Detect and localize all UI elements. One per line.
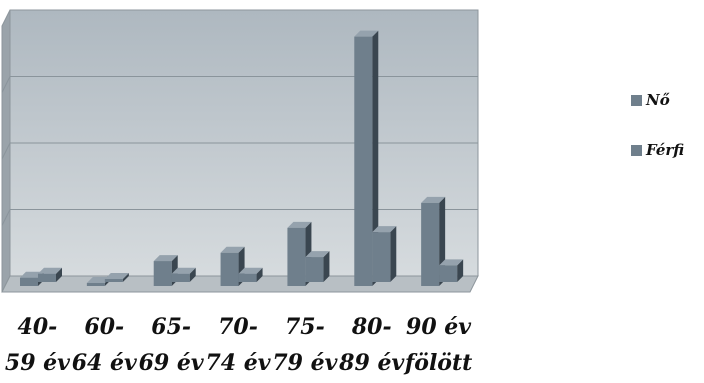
x-tick-line: 69 év (139, 350, 204, 376)
bar-Férfi-4 (305, 251, 330, 282)
legend-swatch (631, 95, 642, 106)
legend-swatch (631, 145, 642, 156)
bar-front (287, 227, 306, 286)
bar-top (238, 267, 263, 274)
bar-Férfi-6 (439, 259, 464, 282)
bar-front (372, 232, 391, 282)
bar-Férfi-1 (104, 273, 129, 282)
bar-top (153, 255, 178, 262)
bar-top (421, 196, 446, 203)
bar-front (86, 283, 105, 286)
x-tick-line: 65- (151, 314, 191, 340)
x-tick-line: 75- (285, 314, 325, 340)
gridline-side (1, 209, 11, 226)
x-tick-line: 79 év (272, 350, 337, 376)
bar-front (38, 273, 56, 282)
x-tick-line: fölött (403, 350, 473, 376)
bar-front (104, 279, 123, 282)
bar-Férfi-0 (38, 267, 62, 282)
bar-Nő-3 (220, 246, 245, 286)
bar-front (171, 273, 190, 282)
bar-front (20, 277, 38, 286)
x-tick-line: 60- (84, 314, 124, 340)
bar-side (256, 267, 263, 282)
bar-top (220, 246, 245, 253)
bar-top (104, 273, 129, 279)
bar-top (439, 259, 464, 266)
x-tick-line: 40- (18, 314, 58, 340)
bar-front (354, 36, 373, 286)
bar-front (153, 261, 172, 286)
x-tick-label: 80- 89 év (338, 314, 404, 376)
bar-Férfi-3 (238, 267, 263, 282)
bar-side (56, 267, 62, 282)
bar-side (457, 259, 464, 282)
x-tick-label: 65- 69 év (139, 314, 204, 376)
bar-top (287, 221, 312, 228)
bar-top (38, 267, 62, 274)
bar-Nő-5 (354, 30, 379, 286)
gridline-side (1, 142, 11, 160)
bars (20, 30, 464, 286)
bar-side (189, 267, 196, 282)
gridline-side (1, 76, 11, 93)
x-tick-line: 74 év (205, 350, 270, 376)
bar-top (354, 30, 379, 37)
bar-Férfi-2 (171, 267, 196, 282)
legend-label: Nő (645, 91, 670, 109)
bar-side (390, 226, 397, 282)
bar-side (372, 30, 379, 286)
gridlines (1, 76, 478, 226)
x-tick-labels: 40- 59 év 60- 64 év 65- 69 év 70- 74 év 75- 79 év… (5, 314, 472, 376)
bar-side (122, 273, 129, 282)
bar-front (220, 252, 239, 286)
x-tick-line: 70- (218, 314, 258, 340)
bar-front (238, 273, 257, 282)
x-tick-line: 80- (351, 314, 392, 340)
x-tick-line: 90 év (406, 314, 471, 340)
legend: Nő Férfi (631, 91, 684, 159)
x-tick-label: 75- 79 év (272, 314, 337, 376)
x-tick-line: 89 év (338, 350, 404, 376)
bar-top (305, 251, 330, 258)
x-tick-label: 70- 74 év (205, 314, 270, 376)
x-tick-label: 60- 64 év (72, 314, 137, 376)
x-tick-label: 40- 59 év (5, 314, 70, 376)
bar-front (305, 257, 324, 282)
bar-Férfi-5 (372, 226, 397, 282)
bar-front (439, 265, 458, 282)
bar-top (171, 267, 196, 274)
x-tick-line: 59 év (5, 350, 70, 376)
bar-top (372, 226, 397, 233)
legend-label: Férfi (645, 141, 684, 159)
bar-side (323, 251, 330, 282)
bar-front (421, 202, 440, 286)
x-tick-label: 90 év fölött (403, 314, 473, 376)
x-tick-line: 64 év (72, 350, 137, 376)
